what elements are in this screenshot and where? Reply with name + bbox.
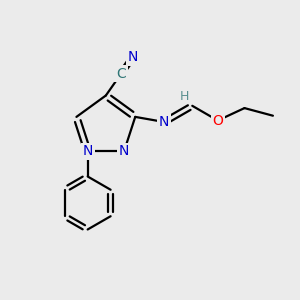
Text: C: C [116,67,126,81]
Text: N: N [119,145,129,158]
Text: H: H [180,91,190,103]
Text: N: N [128,50,138,64]
Text: O: O [212,113,223,128]
Text: N: N [159,115,169,129]
Text: N: N [82,145,93,158]
